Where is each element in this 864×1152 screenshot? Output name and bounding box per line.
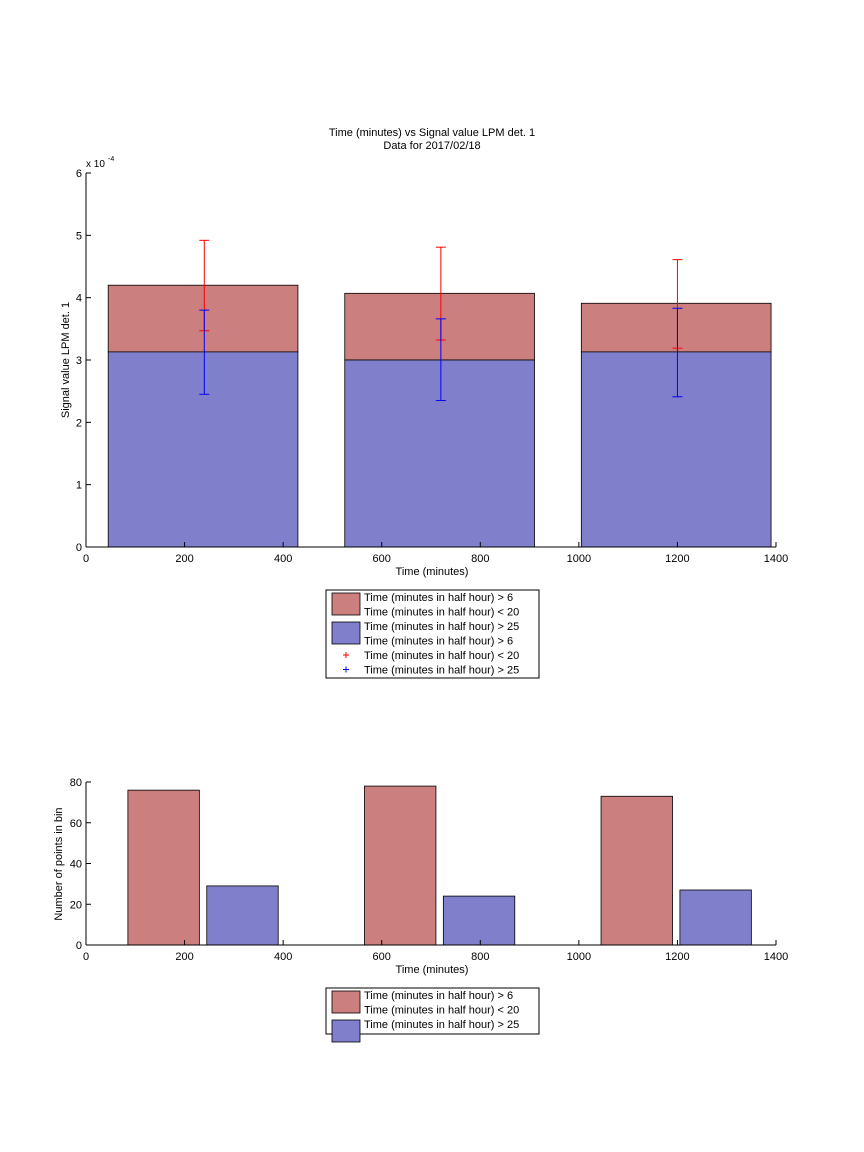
chart-title: Time (minutes) vs Signal value LPM det. … (329, 127, 535, 139)
x-tick-label: 1400 (764, 951, 788, 963)
legend-label: Time (minutes in half hour) > 25 (364, 1019, 519, 1031)
x-tick-label: 1400 (764, 553, 788, 565)
count-bar (679, 889, 752, 946)
y-exponent-power: -4 (108, 156, 114, 163)
y-axis-label: Number of points in bin (53, 807, 65, 920)
x-tick-label: 600 (373, 951, 391, 963)
chart-subtitle: Data for 2017/02/18 (383, 140, 480, 152)
legend: Time (minutes in half hour) > 6 Time (min… (325, 589, 540, 679)
x-tick-label: 800 (471, 553, 489, 565)
x-tick-label: 1200 (665, 553, 689, 565)
legend-label: Time (minutes in half hour) > 25 (364, 665, 519, 677)
legend-patch (331, 990, 361, 1014)
bar-min-segment (580, 351, 772, 548)
x-tick-label: 400 (274, 951, 292, 963)
legend-label: Time (minutes in half hour) < 20 (364, 607, 519, 619)
bar-min-segment (344, 359, 535, 548)
y-tick-label: 6 (76, 168, 82, 180)
count-chart: 0 200 400 600 800 1000 1200 1400 0 20 40 60 80 Time … (53, 777, 788, 1043)
x-tick-label: 0 (83, 553, 89, 565)
x-tick-label: 400 (274, 553, 292, 565)
count-bar (442, 895, 516, 946)
y-tick-label: 5 (76, 230, 82, 242)
legend-box (325, 589, 540, 679)
legend-label: Time (minutes in half hour) > 6 (364, 636, 513, 648)
y-exponent-base: x 10 (86, 159, 105, 170)
bar-mean-segment (580, 302, 772, 353)
y-tick-label: 3 (76, 355, 82, 367)
y-tick-label: 60 (70, 818, 82, 830)
y-tick-label: 0 (76, 542, 82, 554)
signal-chart: Time (minutes) vs Signal value LPM det. … (60, 127, 788, 679)
y-tick-label: 4 (76, 293, 82, 305)
y-tick-label: 2 (76, 417, 82, 429)
legend-label: Time (minutes in half hour) < 20 (364, 650, 519, 662)
y-tick-label: 0 (76, 940, 82, 952)
count-bar (364, 785, 437, 946)
x-tick-label: 800 (471, 951, 489, 963)
y-tick-label: 80 (70, 777, 82, 789)
legend-patch (331, 592, 361, 616)
y-tick-label: 20 (70, 899, 82, 911)
y-tick-label: 1 (76, 480, 82, 492)
x-tick-label: 600 (373, 553, 391, 565)
x-tick-label: 1200 (665, 951, 689, 963)
legend-patch (331, 621, 361, 645)
count-bar (127, 789, 200, 946)
x-tick-label: 0 (83, 951, 89, 963)
x-axis-label: Time (minutes) (396, 964, 469, 976)
x-tick-label: 1000 (567, 553, 591, 565)
bar-mean-segment (344, 292, 535, 361)
x-tick-label: 200 (175, 553, 193, 565)
bar-min-segment (107, 351, 299, 548)
count-bar (206, 885, 279, 946)
count-bar (600, 795, 673, 946)
legend: Time (minutes in half hour) > 6 Time (min… (325, 987, 540, 1043)
y-axis-label: Signal value LPM det. 1 (60, 302, 72, 418)
legend-label: Time (minutes in half hour) > 6 (364, 592, 513, 604)
legend-label: Time (minutes in half hour) > 25 (364, 621, 519, 633)
legend-box (325, 987, 540, 1035)
legend-label: Time (minutes in half hour) < 20 (364, 1005, 519, 1017)
x-axis-label: Time (minutes) (396, 566, 469, 578)
x-tick-label: 1000 (567, 951, 591, 963)
y-tick-label: 40 (70, 859, 82, 871)
legend-patch (331, 1019, 361, 1043)
bar-mean-segment (107, 284, 299, 353)
legend-label: Time (minutes in half hour) > 6 (364, 990, 513, 1002)
x-tick-label: 200 (175, 951, 193, 963)
